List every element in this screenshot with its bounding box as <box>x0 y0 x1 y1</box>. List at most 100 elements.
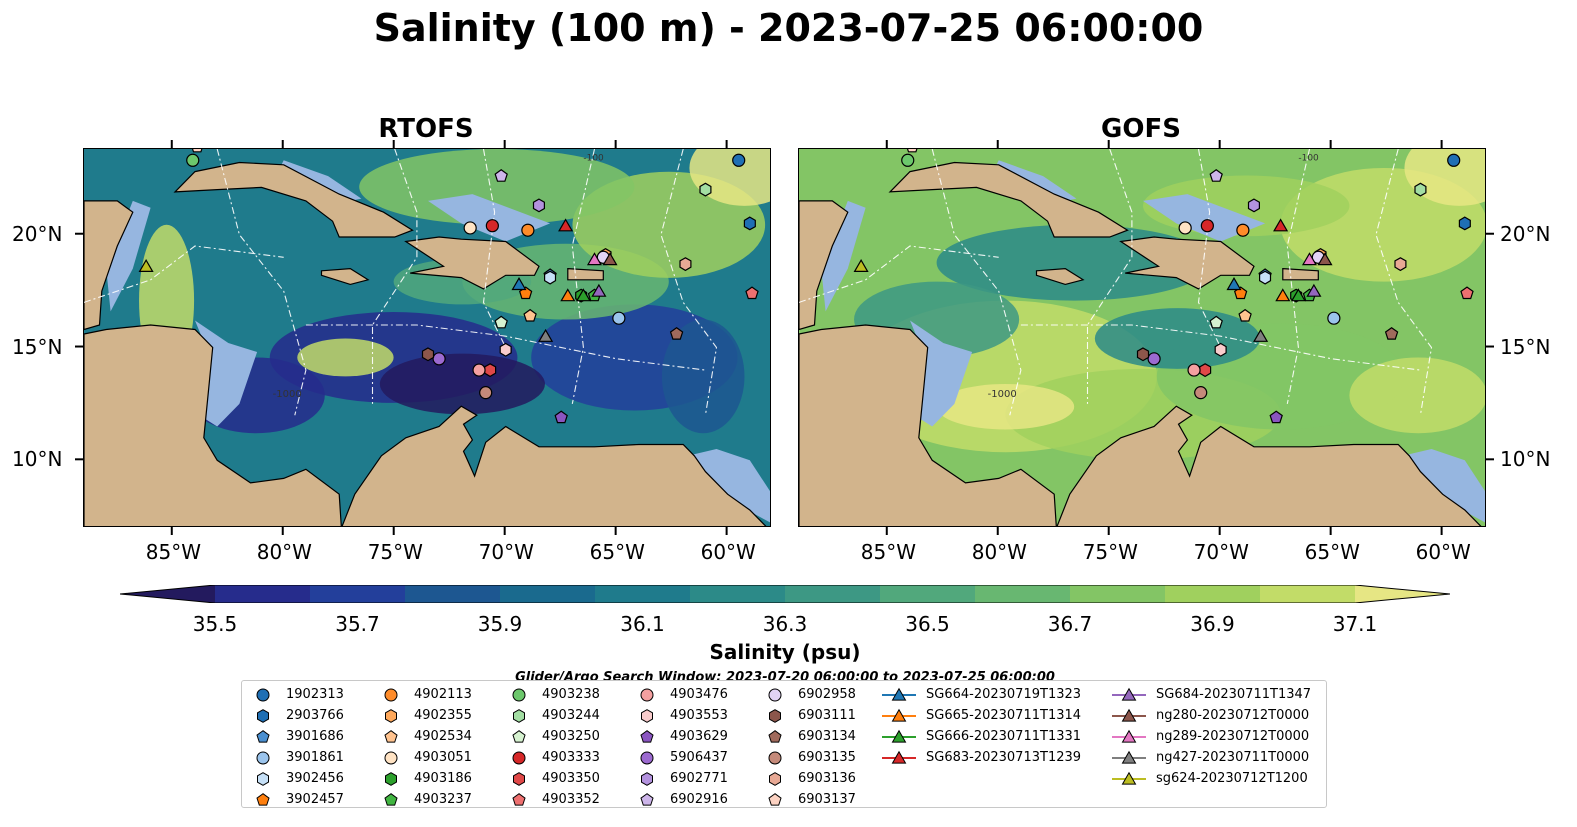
obs-marker-4903238[interactable] <box>186 153 200 167</box>
x-tick-label: 65°W <box>1304 540 1360 564</box>
obs-marker-6903134[interactable] <box>669 326 684 340</box>
legend-label: 3901861 <box>286 750 344 765</box>
legend-marker-hexagon-icon <box>513 772 525 786</box>
obs-marker-6903111[interactable] <box>1136 347 1150 362</box>
obs-marker-4902113[interactable] <box>1236 223 1250 237</box>
shelf-shading <box>1143 194 1266 242</box>
obs-marker-4902534[interactable] <box>523 308 537 322</box>
obs-marker-6903135[interactable] <box>1194 386 1208 400</box>
contour-label-100: -100 <box>583 153 604 163</box>
obs-marker-6903111[interactable] <box>421 347 435 362</box>
colorbar-segment <box>690 585 786 603</box>
obs-marker-6902771[interactable] <box>1247 198 1260 213</box>
legend-marker-circle-icon <box>768 688 782 702</box>
obs-marker-1902313[interactable] <box>1447 153 1461 167</box>
obs-marker-4902534[interactable] <box>1238 308 1252 322</box>
obs-marker-SG683-20230713T1239[interactable] <box>558 218 574 232</box>
obs-marker-2903766[interactable] <box>1458 216 1471 231</box>
obs-marker-4903553[interactable] <box>499 342 512 357</box>
obs-marker-ng427-20230711T0000[interactable] <box>1253 328 1269 342</box>
obs-marker-4903553[interactable] <box>1214 342 1227 357</box>
map-panel-gofs[interactable]: -100 -1000 <box>798 148 1486 527</box>
obs-marker-ng427-20230711T0000[interactable] <box>538 328 554 342</box>
legend-label: 3901686 <box>286 729 344 744</box>
obs-marker-SG666-20230711T1331[interactable] <box>1290 288 1306 302</box>
obs-marker-4903250[interactable] <box>494 315 508 329</box>
obs-marker-4903350[interactable] <box>1199 363 1212 378</box>
y-tick-label: 10°N <box>1500 447 1551 472</box>
obs-marker-4903350[interactable] <box>484 363 497 378</box>
legend-label: SG666-20230711T1331 <box>926 729 1082 744</box>
obs-marker-6902771[interactable] <box>532 198 545 213</box>
obs-marker-SG665-20230711T1314[interactable] <box>560 288 576 302</box>
obs-marker-SG683-20230713T1239[interactable] <box>1273 218 1289 232</box>
obs-marker-4903244[interactable] <box>699 182 712 197</box>
obs-marker-SG664-20230719T1323[interactable] <box>511 276 527 291</box>
legend-label: sg624-20230712T1200 <box>1156 771 1308 786</box>
obs-marker-4903629[interactable] <box>554 410 568 424</box>
obs-marker-4903051[interactable] <box>1178 221 1192 235</box>
obs-marker-1902313[interactable] <box>732 153 746 167</box>
y-tick-label: 15°N <box>12 334 63 359</box>
legend-label: 4903350 <box>542 771 600 786</box>
obs-marker-2903766[interactable] <box>743 216 756 231</box>
obs-marker-6903137[interactable] <box>906 149 918 153</box>
obs-marker-3901861[interactable] <box>612 311 626 325</box>
legend-marker-pentagon-icon <box>256 793 270 806</box>
obs-marker-6902916[interactable] <box>494 169 508 182</box>
colorbar-tick: 35.7 <box>335 612 380 636</box>
legend-marker-triangle-icon <box>882 729 916 743</box>
y-tick-label: 20°N <box>1500 221 1551 246</box>
obs-marker-6903137[interactable] <box>191 149 203 153</box>
legend-label: SG665-20230711T1314 <box>926 708 1082 723</box>
obs-marker-5906437[interactable] <box>432 352 446 366</box>
obs-marker-6903134[interactable] <box>1384 326 1399 340</box>
obs-marker-4902113[interactable] <box>521 223 535 237</box>
obs-marker-5906437[interactable] <box>1147 352 1161 366</box>
obs-marker-sg624-20230712T1200[interactable] <box>853 259 869 273</box>
obs-marker-4903333[interactable] <box>1200 219 1214 233</box>
obs-marker-SG684-20230711T1347[interactable] <box>591 283 607 297</box>
obs-marker-4903238[interactable] <box>901 153 915 167</box>
obs-marker-ng280-20230712T0000[interactable] <box>1317 252 1333 266</box>
obs-marker-4903352[interactable] <box>745 286 759 300</box>
obs-marker-ng289-20230712T0000[interactable] <box>1301 252 1317 266</box>
legend-marker-circle-icon <box>384 688 398 702</box>
obs-marker-SG665-20230711T1314[interactable] <box>1275 288 1291 302</box>
legend-label: 4903238 <box>542 687 600 702</box>
obs-marker-ng280-20230712T0000[interactable] <box>602 252 618 266</box>
colorbar-tick: 36.3 <box>762 612 808 636</box>
obs-marker-3902456[interactable] <box>544 270 557 285</box>
obs-marker-4903476[interactable] <box>1187 363 1201 377</box>
obs-marker-sg624-20230712T1200[interactable] <box>138 259 154 273</box>
obs-marker-ng289-20230712T0000[interactable] <box>586 252 602 266</box>
obs-marker-6903135[interactable] <box>479 386 493 400</box>
colorbar-segment <box>500 585 596 603</box>
legend-marker-pentagon-icon <box>512 730 526 743</box>
map-panel-rtofs[interactable]: -100 -1000 <box>83 148 771 527</box>
legend-marker-circle-icon <box>256 688 270 702</box>
obs-marker-4903476[interactable] <box>472 363 486 377</box>
obs-marker-4903250[interactable] <box>1209 315 1223 329</box>
legend-label: 4902113 <box>414 687 472 702</box>
obs-marker-6903136[interactable] <box>1394 257 1407 272</box>
obs-marker-SG684-20230711T1347[interactable] <box>1306 283 1322 297</box>
obs-marker-3902456[interactable] <box>1259 270 1272 285</box>
obs-marker-4903629[interactable] <box>1269 410 1283 424</box>
legend-label: 5906437 <box>670 750 728 765</box>
obs-marker-4903051[interactable] <box>463 221 477 235</box>
obs-marker-SG664-20230719T1323[interactable] <box>1226 276 1242 291</box>
obs-marker-4903352[interactable] <box>1460 286 1474 300</box>
salinity-feature <box>359 149 635 225</box>
legend-label: 4903186 <box>414 771 472 786</box>
legend-label: 3902456 <box>286 771 344 786</box>
shelf-shading <box>687 449 770 523</box>
obs-marker-3901861[interactable] <box>1327 311 1341 325</box>
legend-label: 2903766 <box>286 708 344 723</box>
obs-marker-SG666-20230711T1331[interactable] <box>575 288 591 302</box>
obs-marker-6903136[interactable] <box>679 257 692 272</box>
obs-marker-4903244[interactable] <box>1414 182 1427 197</box>
obs-marker-6902916[interactable] <box>1209 169 1223 182</box>
obs-marker-4903333[interactable] <box>485 219 499 233</box>
legend-label: 4903476 <box>670 687 728 702</box>
